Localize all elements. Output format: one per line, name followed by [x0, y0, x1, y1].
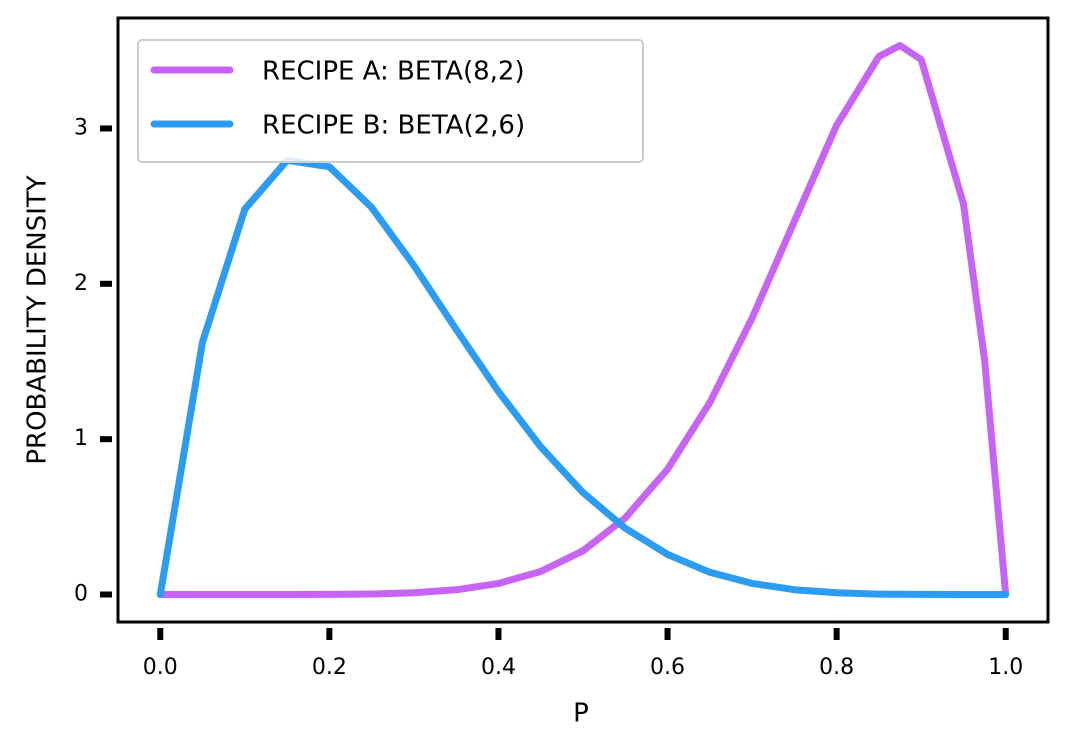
x-tick-label: 0.4 [481, 655, 516, 680]
y-axis-label: PROBABILITY DENSITY [23, 175, 53, 464]
y-tick-label: 3 [74, 115, 88, 140]
x-tick-label: 0.8 [819, 655, 854, 680]
y-tick-label: 2 [74, 271, 88, 296]
series-line [156, 42, 1010, 598]
y-tick-label: 1 [74, 426, 88, 451]
legend-box [137, 39, 644, 163]
x-tick-label: 0.0 [143, 655, 178, 680]
x-tick-label: 1.0 [988, 655, 1023, 680]
x-tick-label: 0.6 [650, 655, 685, 680]
x-tick-label: 0.2 [312, 655, 347, 680]
x-axis-label: P [573, 699, 589, 729]
series-line [156, 156, 1010, 598]
y-tick-label: 0 [74, 582, 88, 607]
legend-label: RECIPE B: BETA(2,6) [262, 111, 525, 141]
legend-label: RECIPE A: BETA(8,2) [262, 57, 525, 87]
plot-frame [116, 16, 1050, 624]
legend: RECIPE A: BETA(8,2) RECIPE B: BETA(2,6) [137, 39, 644, 163]
